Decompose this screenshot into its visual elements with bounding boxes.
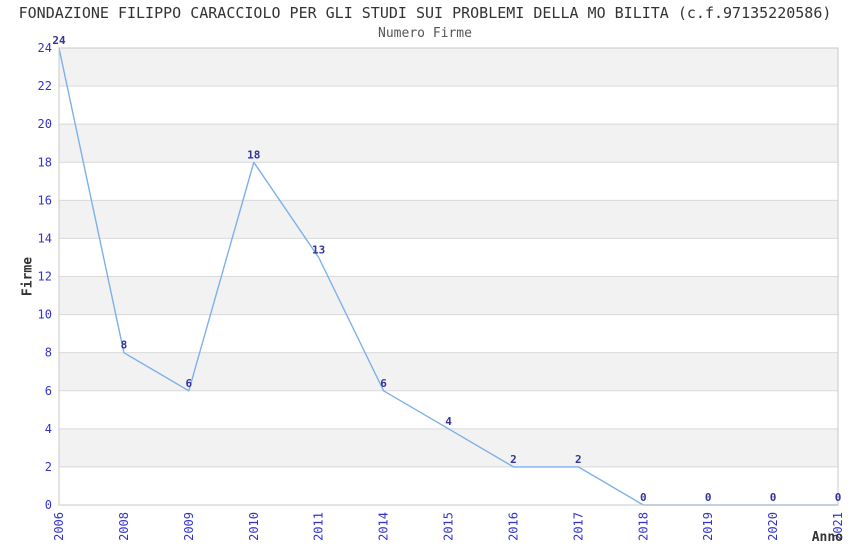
y-tick-label: 8 — [45, 346, 52, 360]
data-label: 13 — [312, 243, 325, 256]
y-tick-label: 14 — [38, 231, 52, 245]
x-tick-label: 2021 — [831, 512, 845, 541]
y-tick-label: 2 — [45, 460, 52, 474]
data-label: 2 — [510, 453, 517, 466]
x-tick-label: 2018 — [636, 512, 650, 541]
data-label: 0 — [640, 491, 647, 504]
chart-title: FONDAZIONE FILIPPO CARACCIOLO PER GLI ST… — [18, 4, 832, 22]
x-tick-label: 2019 — [701, 512, 715, 541]
y-tick-label: 10 — [38, 308, 52, 322]
y-tick-label: 22 — [38, 79, 52, 93]
data-label: 24 — [52, 34, 66, 47]
grid-band — [59, 428, 838, 467]
data-label: 4 — [445, 415, 452, 428]
data-label: 8 — [121, 339, 128, 352]
x-tick-label: 2014 — [377, 512, 391, 541]
y-tick-label: 16 — [38, 193, 52, 207]
x-tick-label: 2008 — [117, 512, 131, 541]
x-tick-label: 2017 — [571, 512, 585, 541]
y-tick-label: 18 — [38, 155, 52, 169]
data-label: 18 — [247, 148, 260, 161]
y-axis-title: Firme — [21, 257, 36, 296]
y-tick-label: 0 — [45, 498, 52, 512]
x-axis-title: Anno — [812, 530, 843, 545]
y-tick-label: 6 — [45, 384, 52, 398]
data-label: 6 — [186, 377, 193, 390]
data-label: 6 — [380, 377, 387, 390]
grid-band — [59, 124, 838, 163]
grid-band — [59, 200, 838, 239]
plot-border — [58, 47, 839, 506]
data-label: 0 — [705, 491, 712, 504]
x-tick-label: 2009 — [182, 512, 196, 541]
y-tick-label: 12 — [38, 270, 52, 284]
y-tick-label: 4 — [45, 422, 52, 436]
grid-band — [59, 352, 838, 391]
data-label: 0 — [770, 491, 777, 504]
x-tick-label: 2016 — [506, 512, 520, 541]
data-label: 2 — [575, 453, 582, 466]
x-tick-label: 2011 — [312, 512, 326, 541]
x-tick-label: 2015 — [442, 512, 456, 541]
chart-subtitle: Numero Firme — [378, 26, 472, 41]
x-tick-label: 2020 — [766, 512, 780, 541]
grid-band — [59, 48, 838, 87]
data-label: 0 — [835, 491, 842, 504]
x-tick-label: 2006 — [52, 512, 66, 541]
x-tick-label: 2010 — [247, 512, 261, 541]
grid-band — [59, 276, 838, 315]
y-tick-label: 24 — [38, 41, 52, 55]
y-tick-label: 20 — [38, 117, 52, 131]
